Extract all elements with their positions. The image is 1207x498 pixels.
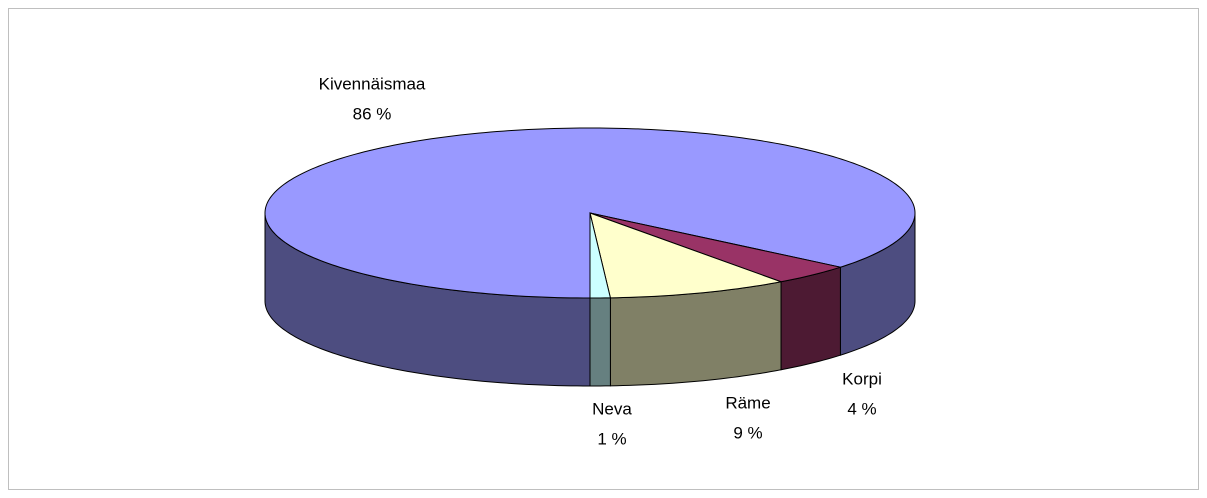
slice-value-label: 1 % [597, 429, 626, 448]
pie-slice [589, 212, 843, 283]
pie-slice [589, 212, 783, 299]
slice-label: Korpi [842, 369, 882, 388]
pie-side [589, 297, 611, 387]
slice-label: Neva [592, 399, 632, 418]
slice-value-label: 9 % [733, 423, 762, 442]
slice-label: Kivennäismaa [319, 74, 426, 93]
slice-value-label: 4 % [847, 399, 876, 418]
pie-slice [589, 212, 612, 299]
pie-side [780, 266, 841, 371]
slice-value-label: 86 % [353, 104, 392, 123]
slice-label: Räme [725, 393, 770, 412]
